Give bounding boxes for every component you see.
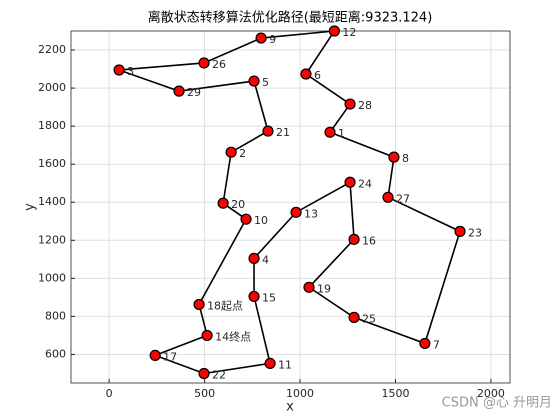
city-marker bbox=[388, 151, 400, 163]
city-marker bbox=[173, 85, 185, 97]
city-label: 22 bbox=[212, 368, 226, 381]
city-marker bbox=[248, 290, 260, 303]
city-label: 2 bbox=[239, 147, 246, 160]
x-tick-label: 1500 bbox=[381, 387, 409, 400]
city-marker bbox=[300, 68, 312, 80]
x-axis-label: x bbox=[286, 400, 294, 415]
city-label: 14终点 bbox=[215, 329, 251, 343]
city-label: 26 bbox=[212, 58, 226, 71]
x-tick-label: 0 bbox=[106, 387, 113, 400]
city-label: 15 bbox=[262, 291, 276, 304]
city-label: 12 bbox=[342, 26, 356, 39]
city-label: 19 bbox=[317, 282, 331, 295]
city-marker bbox=[454, 225, 466, 237]
city-label: 9 bbox=[269, 33, 276, 46]
city-marker bbox=[201, 329, 213, 342]
city-label: 24 bbox=[358, 177, 372, 190]
city-label: 13 bbox=[304, 207, 318, 220]
city-marker bbox=[348, 233, 360, 245]
city-label: 29 bbox=[187, 86, 201, 99]
x-tick-label: 500 bbox=[194, 387, 215, 400]
city-marker bbox=[255, 32, 267, 44]
city-label: 11 bbox=[278, 358, 292, 371]
watermark: CSDN @心 升明月 bbox=[442, 396, 552, 411]
city-marker bbox=[328, 25, 340, 37]
city-marker bbox=[348, 311, 360, 323]
y-tick-label: 800 bbox=[45, 309, 66, 322]
city-label: 3 bbox=[127, 65, 134, 78]
city-marker bbox=[198, 367, 210, 380]
city-marker bbox=[240, 213, 252, 225]
y-tick-label: 1600 bbox=[38, 157, 66, 170]
y-tick-label: 1000 bbox=[38, 271, 66, 284]
city-marker bbox=[290, 206, 302, 218]
city-label: 28 bbox=[358, 99, 372, 112]
y-tick-label: 2000 bbox=[38, 81, 66, 94]
x-tick-label: 2000 bbox=[477, 387, 505, 400]
city-label: 27 bbox=[396, 192, 410, 205]
city-label: 18起点 bbox=[207, 299, 243, 312]
city-label: 23 bbox=[468, 226, 482, 239]
y-tick-label: 600 bbox=[45, 347, 66, 360]
city-label: 20 bbox=[231, 198, 245, 211]
y-axis-label: y bbox=[23, 203, 38, 211]
city-label: 1 bbox=[338, 127, 345, 140]
city-marker bbox=[248, 75, 260, 87]
axes-box bbox=[70, 30, 511, 384]
city-label: 7 bbox=[433, 338, 440, 351]
city-label: 4 bbox=[262, 253, 269, 266]
city-label: 8 bbox=[402, 152, 409, 165]
x-tick-label: 1000 bbox=[286, 387, 314, 400]
route-line bbox=[118, 30, 461, 375]
city-marker bbox=[262, 125, 274, 137]
city-marker bbox=[344, 176, 356, 188]
city-marker bbox=[264, 357, 276, 370]
y-tick-label: 2200 bbox=[38, 43, 66, 56]
plot-area bbox=[71, 31, 510, 383]
city-marker bbox=[225, 146, 237, 158]
city-label: 16 bbox=[362, 234, 376, 247]
city-marker bbox=[382, 191, 394, 203]
city-label: 6 bbox=[314, 69, 321, 82]
city-marker bbox=[419, 337, 431, 350]
city-marker bbox=[198, 57, 210, 69]
city-marker bbox=[113, 64, 125, 76]
city-marker bbox=[248, 252, 260, 264]
city-label: 5 bbox=[262, 76, 269, 89]
city-marker bbox=[324, 126, 336, 138]
y-tick-label: 1200 bbox=[38, 233, 66, 246]
city-label: 25 bbox=[362, 312, 376, 325]
city-label: 10 bbox=[254, 214, 268, 227]
city-marker bbox=[149, 349, 161, 362]
city-marker bbox=[303, 281, 315, 293]
y-tick-label: 1400 bbox=[38, 195, 66, 208]
city-label: 21 bbox=[276, 126, 290, 139]
y-tick-label: 1800 bbox=[38, 119, 66, 132]
city-marker bbox=[217, 197, 229, 209]
city-label: 17 bbox=[163, 350, 177, 363]
city-marker bbox=[193, 298, 205, 311]
chart-title: 离散状态转移算法优化路径(最短距离:9323.124) bbox=[148, 10, 433, 26]
city-marker bbox=[344, 98, 356, 110]
